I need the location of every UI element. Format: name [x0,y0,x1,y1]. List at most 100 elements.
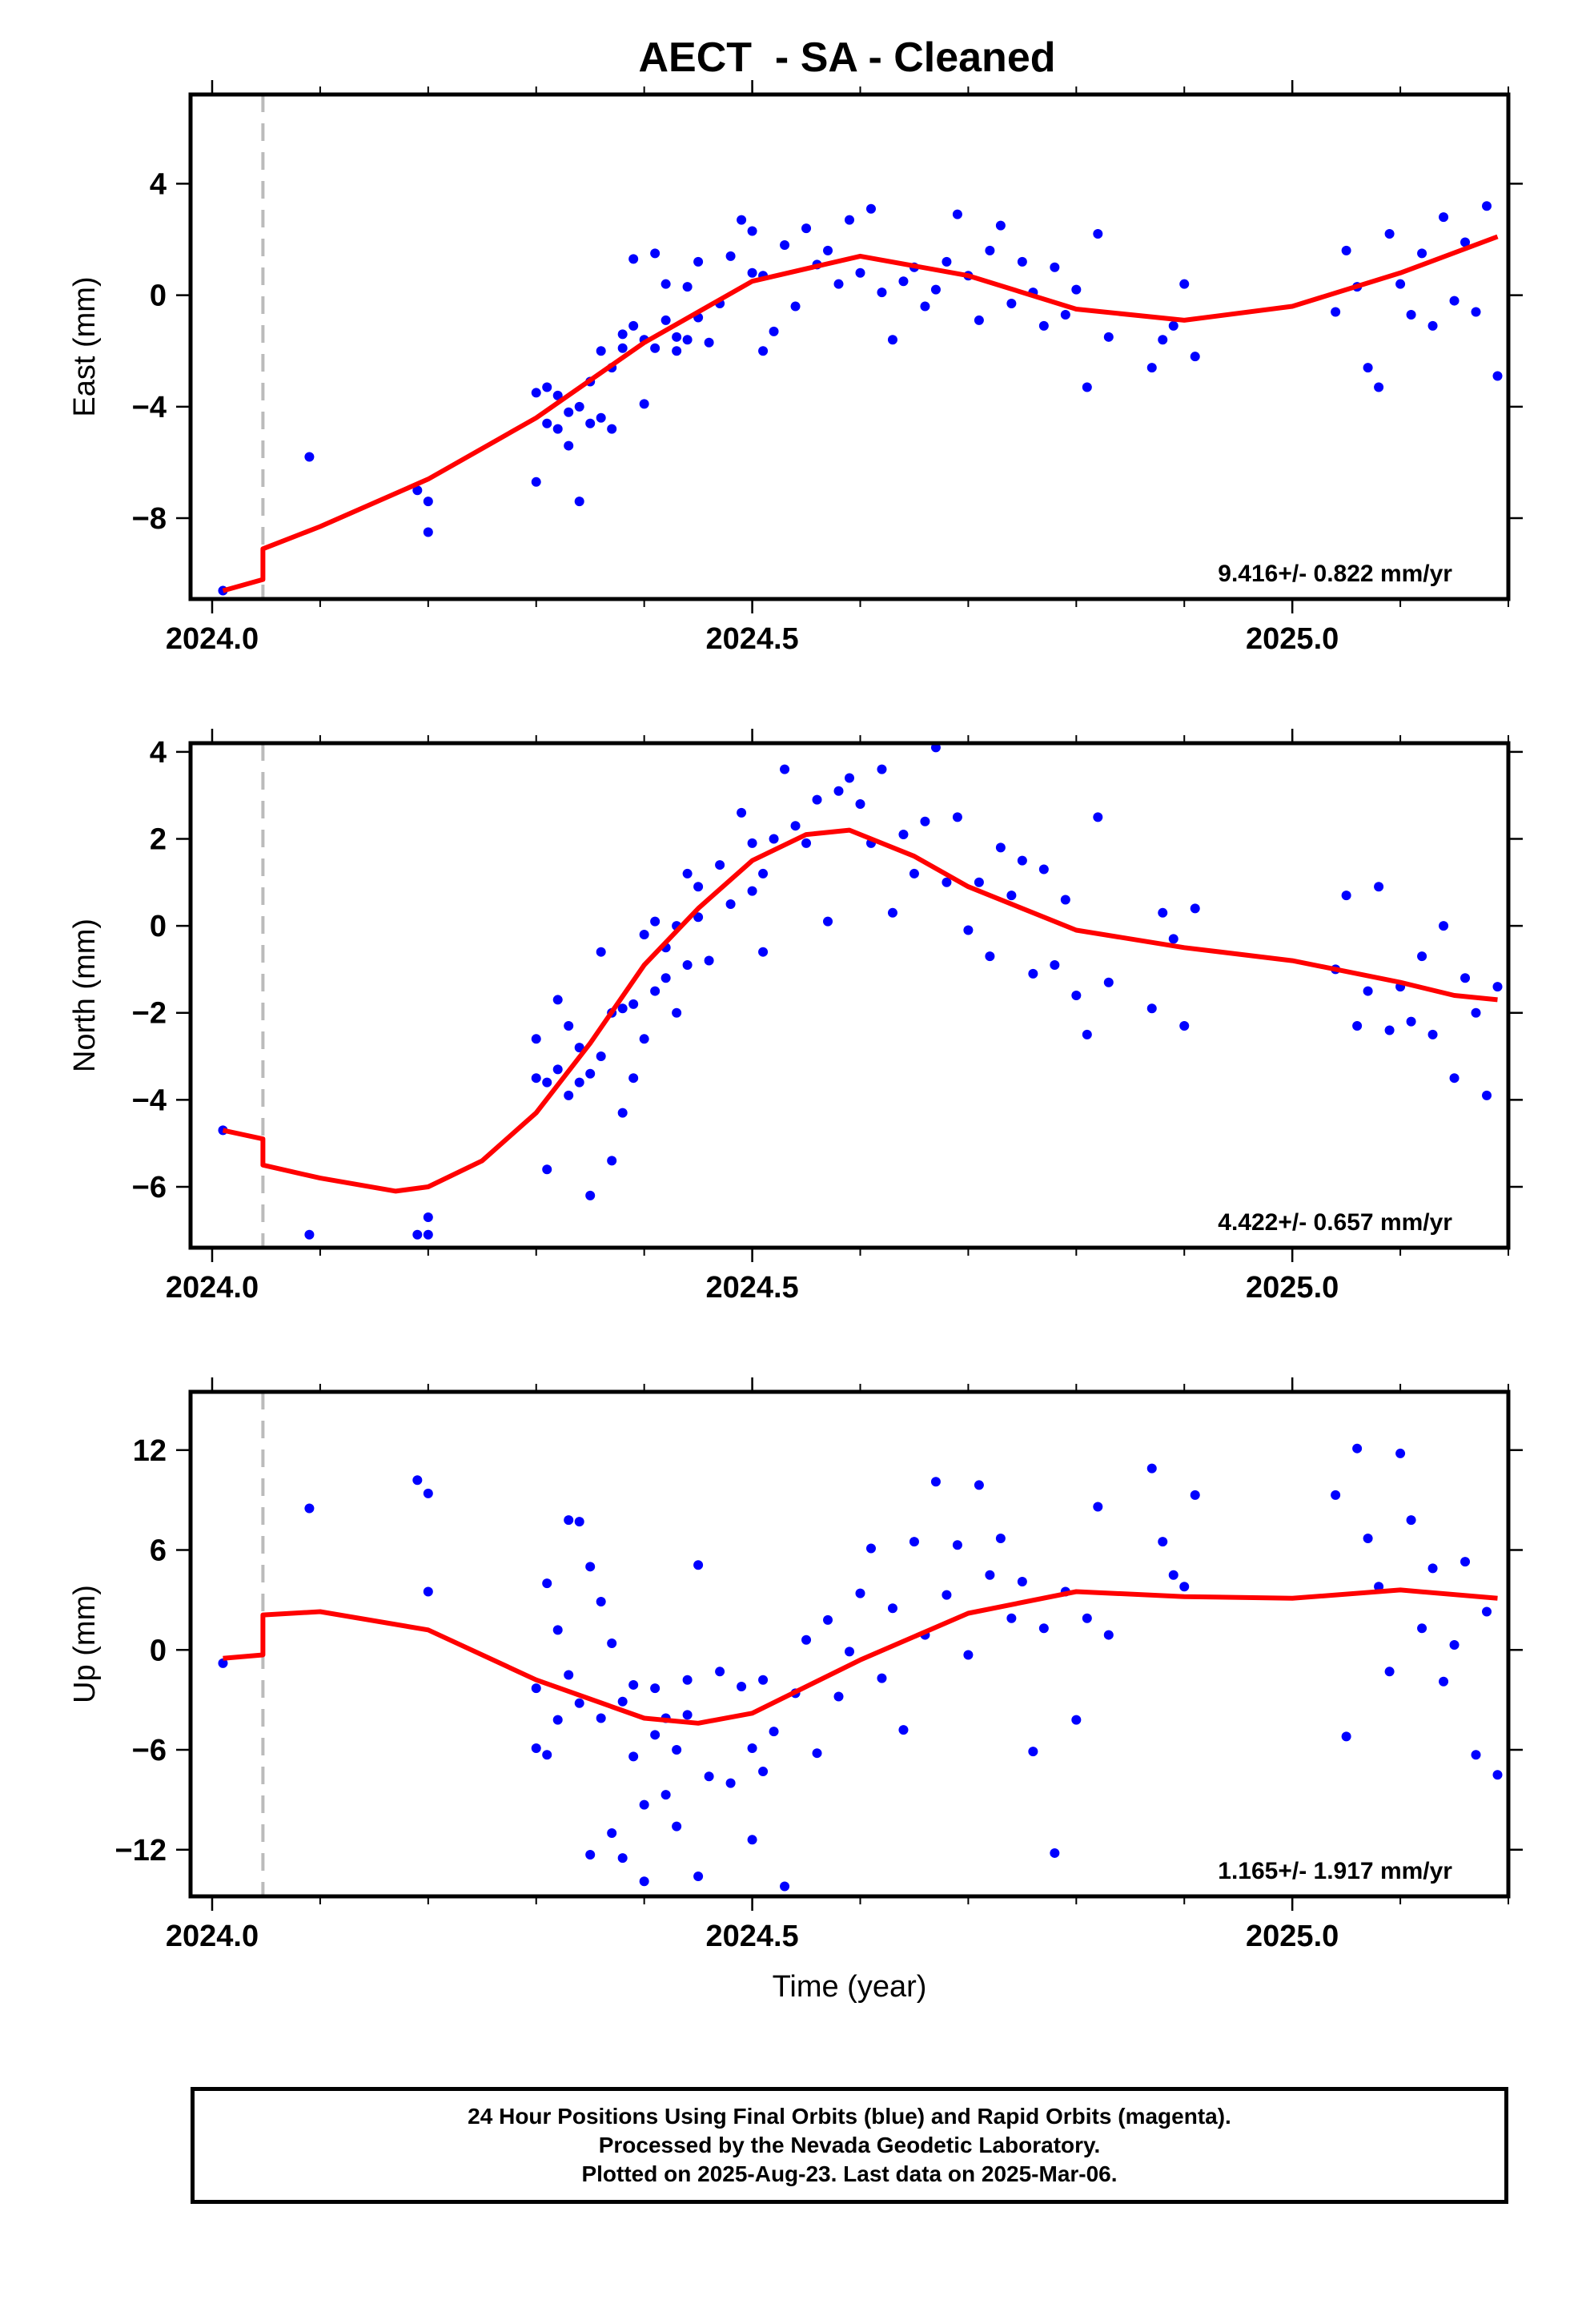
north-data-point [1439,921,1449,931]
up-data-point [1190,1490,1200,1500]
east-data-point [1341,245,1351,255]
east-data-point [1158,335,1168,345]
east-data-point [877,287,887,298]
north-data-point [930,743,941,753]
up-y-tick-label: 6 [150,1534,167,1568]
up-data-point [1427,1563,1438,1574]
up-data-point [812,1748,822,1759]
up-data-point [1006,1613,1017,1623]
up-data-point [650,1683,661,1694]
up-data-point [552,1625,563,1635]
north-data-point [715,860,725,870]
east-data-point [1190,352,1200,362]
east-data-point [974,315,984,325]
east-data-point [607,424,617,434]
east-data-point [952,209,962,219]
east-data-point [1363,363,1373,373]
up-data-point [542,1750,552,1760]
east-data-point [617,343,628,353]
north-data-point [758,868,769,879]
north-data-point [1103,977,1114,987]
north-data-point [1190,903,1200,914]
north-data-point [693,882,704,892]
east-data-point [661,315,671,325]
north-data-point [617,1003,628,1014]
north-data-point [920,816,930,826]
up-data-point [617,1853,628,1864]
north-data-point [1158,907,1168,918]
east-data-point [1103,332,1114,342]
east-data-point [564,407,574,417]
up-data-point [758,1767,769,1777]
up-y-tick-label: −12 [115,1834,167,1868]
north-data-point [1017,855,1027,866]
up-data-point [737,1682,747,1692]
up-data-point [1179,1582,1190,1592]
up-data-point [693,1872,704,1882]
east-data-point [412,485,423,496]
north-data-point [650,986,661,996]
north-data-point [564,1021,574,1031]
up-data-point [1492,1770,1503,1780]
up-data-point [823,1614,833,1625]
east-data-point [1449,296,1460,306]
up-data-point [855,1588,865,1598]
east-data-point [542,418,552,428]
north-data-point [801,838,812,848]
north-data-point [963,925,974,935]
north-data-point [423,1212,433,1222]
up-data-point [1406,1515,1416,1526]
east-data-point [1406,309,1416,320]
up-data-point [412,1475,423,1486]
east-data-point [758,346,769,356]
north-data-point [617,1108,628,1118]
east-data-point [725,251,736,261]
east-data-point [930,284,941,295]
east-data-point [628,320,639,331]
up-data-point [564,1670,574,1680]
up-data-point [693,1560,704,1570]
north-data-point [704,955,714,966]
east-data-point [542,382,552,392]
up-data-point [780,1881,790,1892]
up-data-point [1439,1676,1449,1687]
north-data-point [737,807,747,818]
north-x-tick-label: 2024.5 [705,1271,798,1305]
up-data-point [1158,1537,1168,1547]
east-data-point [650,343,661,353]
east-data-point [1168,320,1178,331]
north-data-point [531,1034,541,1044]
up-y-tick-label: 0 [150,1634,167,1667]
north-fit-line [222,827,1498,1194]
east-data-point [1050,262,1060,272]
north-data-point [1146,1003,1157,1014]
up-data-point [963,1650,974,1660]
east-data-point [628,254,639,264]
footer-line-3: Plotted on 2025-Aug-23. Last data on 202… [581,2161,1118,2186]
north-data-point [909,868,919,879]
north-data-point [985,951,995,962]
up-data-point [585,1850,596,1860]
east-y-tick-label: −4 [132,391,167,424]
north-x-tick-label: 2025.0 [1246,1271,1339,1305]
east-data-point [942,256,952,267]
north-data-point [1449,1073,1460,1084]
up-data-point [1071,1715,1082,1725]
up-data-point [952,1540,962,1550]
east-data-point [682,335,693,345]
east-data-point [1417,248,1427,259]
up-data-point [1417,1623,1427,1634]
up-data-point [672,1745,682,1755]
east-data-point [574,401,584,412]
north-data-point [542,1164,552,1175]
east-data-point [682,282,693,292]
east-data-point [531,388,541,398]
up-y-axis-label: Up (mm) [68,1585,102,1703]
north-data-point [942,877,952,887]
up-data-point [574,1698,584,1708]
east-data-point [780,239,790,250]
east-y-axis-label: East (mm) [68,276,102,416]
up-data-point [995,1533,1006,1543]
north-data-point [639,929,649,939]
